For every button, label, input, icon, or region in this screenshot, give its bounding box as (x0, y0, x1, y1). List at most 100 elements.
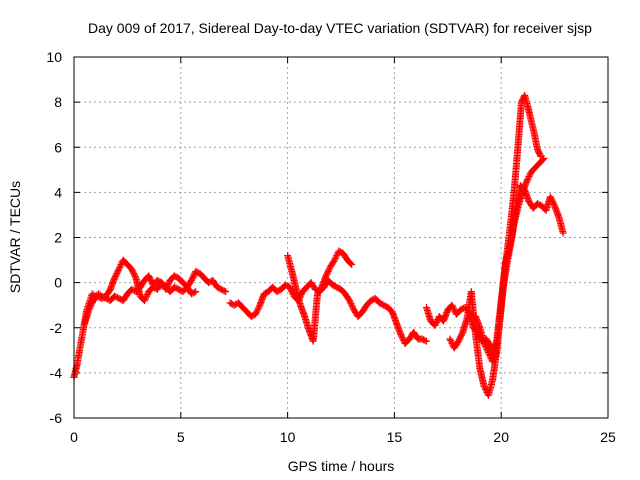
data-point (547, 194, 555, 202)
data-point (457, 333, 465, 341)
data-point (456, 334, 464, 342)
data-point (323, 269, 331, 277)
y-tick-label: -2 (50, 320, 63, 336)
data-point (112, 271, 120, 279)
data-point (450, 306, 458, 314)
data-point (446, 335, 454, 343)
data-point (548, 196, 556, 204)
x-tick-label: 5 (177, 429, 185, 445)
data-point (397, 331, 405, 339)
data-point (165, 279, 173, 287)
data-point (130, 270, 138, 278)
data-point (115, 265, 123, 273)
x-tick-label: 10 (280, 429, 296, 445)
data-point (347, 300, 355, 308)
data-point (323, 270, 331, 278)
data-point (117, 261, 125, 269)
data-point (85, 306, 93, 314)
data-point (448, 301, 456, 309)
data-point (129, 268, 137, 276)
data-point (480, 340, 488, 348)
x-tick-label: 0 (70, 429, 78, 445)
data-point (399, 335, 407, 343)
data-point (111, 273, 119, 281)
data-point (457, 331, 465, 339)
data-point (548, 197, 556, 205)
data-point (449, 304, 457, 312)
data-point (482, 343, 490, 351)
data-point (142, 294, 150, 302)
data-point (432, 320, 440, 328)
data-point (163, 284, 171, 292)
data-point (524, 174, 532, 182)
data-point (525, 173, 533, 181)
data-point (483, 346, 491, 354)
data-point (113, 270, 121, 278)
data-point (454, 337, 462, 345)
data-point (433, 317, 441, 325)
y-tick-label: -4 (50, 365, 63, 381)
data-point (113, 268, 121, 276)
data-point (86, 304, 94, 312)
data-point (146, 275, 154, 283)
data-point (333, 252, 341, 260)
data-point (559, 229, 567, 237)
data-point (348, 301, 356, 309)
data-point (147, 276, 155, 284)
data-point (484, 347, 492, 355)
data-point (482, 344, 490, 352)
data-point (252, 310, 260, 318)
data-point (222, 288, 230, 296)
data-point (484, 349, 492, 357)
data-point (322, 272, 330, 280)
y-tick-label: 10 (46, 49, 62, 65)
data-point (537, 152, 545, 160)
y-tick-label: 4 (54, 184, 62, 200)
data-point (143, 292, 151, 300)
data-point (131, 273, 139, 281)
data-point (447, 337, 455, 345)
data-point (536, 151, 544, 159)
data-point (288, 288, 296, 296)
data-point (398, 332, 406, 340)
data-point (220, 287, 228, 295)
data-point (254, 304, 262, 312)
y-tick-label: -6 (50, 410, 63, 426)
data-point (458, 330, 466, 338)
data-point (455, 336, 463, 344)
data-point (116, 262, 124, 270)
data-point (131, 271, 139, 279)
data-point (346, 297, 354, 305)
data-point (252, 309, 260, 317)
data-point (87, 301, 95, 309)
data-point (325, 266, 333, 274)
data-point (546, 193, 554, 201)
data-point (331, 256, 339, 264)
data-point (331, 255, 339, 263)
data-point (111, 274, 119, 282)
data-point (128, 265, 136, 273)
y-tick-label: 0 (54, 275, 62, 291)
data-point (164, 281, 172, 289)
data-point (346, 298, 354, 306)
data-point (189, 273, 197, 281)
x-tick-label: 25 (600, 429, 616, 445)
data-point (143, 291, 151, 299)
data-point (447, 338, 455, 346)
data-point (398, 334, 406, 342)
data-point (324, 267, 332, 275)
data-point (192, 288, 200, 296)
y-tick-label: 2 (54, 230, 62, 246)
y-tick-label: 6 (54, 139, 62, 155)
tick-labels: 0 5 10 15 20 25 -6 -4 -2 0 2 4 6 8 10 (46, 49, 616, 445)
data-point (348, 303, 356, 311)
data-point (190, 272, 198, 280)
data-point (162, 285, 170, 293)
data-point (88, 300, 96, 308)
data-point (286, 283, 294, 291)
data-point (163, 282, 171, 290)
data-point (128, 267, 136, 275)
data-points (70, 91, 567, 399)
chart-title: Day 009 of 2017, Sidereal Day-to-day VTE… (88, 20, 592, 36)
